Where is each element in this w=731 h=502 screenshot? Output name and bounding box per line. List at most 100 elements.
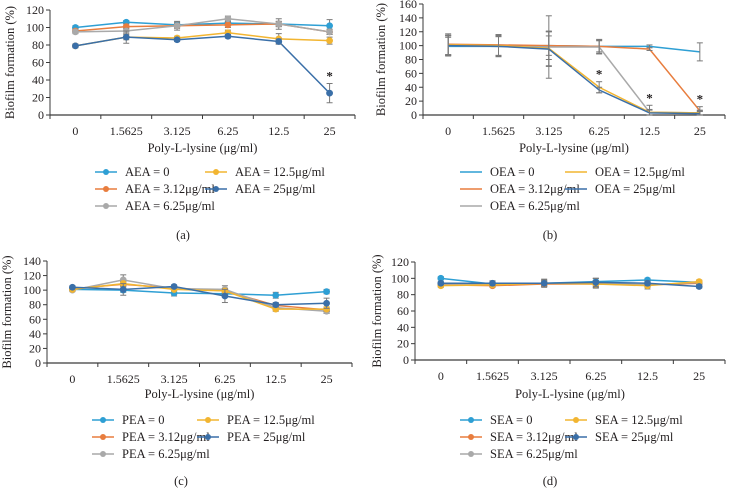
y-axis-title: Biofilm formation (%) <box>3 6 17 119</box>
y-tick-label: 160 <box>399 0 417 11</box>
y-tick-label: 80 <box>29 298 41 312</box>
x-tick-label: 6.25 <box>589 124 610 138</box>
legend: PEA = 0 PEA = 3.12μg/ml PEA = 6.25μg/ml PEA… <box>92 413 315 461</box>
y-tick-label: 120 <box>23 269 41 283</box>
x-tick-label: 3.125 <box>535 124 562 138</box>
legend-item: PEA = 0 <box>92 413 164 427</box>
series-4 <box>72 30 333 104</box>
legend-item: PEA = 12.5μg/ml <box>197 413 315 427</box>
data-point <box>489 279 496 287</box>
series-0 <box>69 286 330 299</box>
series-3 <box>445 30 703 116</box>
legend-item: AEA = 3.12μg/ml <box>95 182 215 196</box>
y-tick-label: 20 <box>405 94 417 108</box>
legend-label: SEA = 3.12μg/ml <box>490 430 578 444</box>
data-point <box>592 279 600 286</box>
y-tick-label: 120 <box>391 255 409 269</box>
legend-item: SEA = 3.12μg/ml <box>460 430 578 444</box>
legend-item: AEA = 0 <box>95 165 170 179</box>
x-axis-title: Poly-L-lysine (μg/ml) <box>515 387 625 401</box>
legend-item: SEA = 6.25μg/ml <box>460 447 578 461</box>
series-1 <box>445 31 703 116</box>
data-point <box>224 15 232 23</box>
series-line <box>75 21 330 29</box>
data-point <box>437 274 445 282</box>
x-tick-label: 1.5625 <box>476 369 509 383</box>
series-0 <box>445 35 703 62</box>
legend-swatch-marker <box>573 434 579 440</box>
x-axis-title: Poly-L-lysine (μg/ml) <box>148 141 258 155</box>
y-tick-label: 140 <box>23 254 41 268</box>
y-tick-label: 20 <box>397 337 409 351</box>
legend-label: AEA = 3.12μg/ml <box>125 182 215 196</box>
panel-caption: (c) <box>174 474 188 488</box>
x-tick-label: 12.5 <box>637 369 658 383</box>
data-point <box>326 37 333 45</box>
y-tick-label: 120 <box>399 25 417 39</box>
x-tick-label: 25 <box>693 369 705 383</box>
series-line <box>75 17 330 33</box>
series-2 <box>445 15 703 116</box>
legend-label: AEA = 12.5μg/ml <box>235 165 325 179</box>
x-tick-label: 0 <box>445 124 451 138</box>
legend-item: OEA = 6.25μg/ml <box>460 199 580 213</box>
data-point <box>323 299 330 307</box>
legend-item: AEA = 6.25μg/ml <box>95 199 215 213</box>
legend-label: PEA = 25μg/ml <box>227 430 306 444</box>
legend-swatch-marker <box>573 417 579 423</box>
x-tick-label: 0 <box>69 372 75 386</box>
legend-swatch-marker <box>103 169 109 175</box>
y-tick-label: 20 <box>32 91 44 105</box>
series-line <box>72 282 327 310</box>
y-tick-label: 0 <box>35 356 41 370</box>
data-point <box>272 301 280 309</box>
series-line <box>72 279 327 313</box>
data-point <box>326 89 333 97</box>
data-point <box>275 38 283 45</box>
y-tick-label: 60 <box>397 304 409 318</box>
y-tick-label: 120 <box>26 3 44 17</box>
x-tick-label: 25 <box>321 372 333 386</box>
data-point <box>170 283 178 290</box>
data-point <box>173 36 181 44</box>
y-tick-label: 100 <box>23 283 41 297</box>
legend-label: OEA = 25μg/ml <box>595 182 676 196</box>
y-tick-label: 60 <box>32 56 44 70</box>
legend-swatch-marker <box>100 434 106 440</box>
x-tick-label: 1.5625 <box>110 124 143 138</box>
legend: OEA = 0 OEA = 3.12μg/ml OEA = 6.25μg/ml OEA… <box>460 165 685 213</box>
series-line <box>72 288 327 296</box>
x-tick-label: 12.5 <box>639 124 660 138</box>
legend: AEA = 0 AEA = 3.12μg/ml AEA = 6.25μg/ml AEA… <box>95 165 325 213</box>
x-tick-label: 3.125 <box>161 372 188 386</box>
legend-swatch-marker <box>103 186 109 192</box>
x-tick-label: 25 <box>324 124 336 138</box>
data-point <box>122 33 130 41</box>
y-axis-title: Biofilm formation (%) <box>0 255 14 368</box>
y-tick-label: 140 <box>399 11 417 25</box>
data-point <box>72 42 79 50</box>
y-tick-label: 40 <box>32 73 44 87</box>
legend-swatch-marker <box>100 451 106 457</box>
legend-label: OEA = 0 <box>490 165 535 179</box>
legend-swatch-marker <box>468 451 474 457</box>
significance-star: * <box>646 90 653 105</box>
y-tick-label: 40 <box>405 80 417 94</box>
x-tick-label: 25 <box>694 124 706 138</box>
x-tick-label: 6.25 <box>217 124 238 138</box>
data-point <box>119 286 127 293</box>
legend: SEA = 0 SEA = 3.12μg/ml SEA = 6.25μg/ml SEA… <box>460 413 683 461</box>
y-axis-title: Biofilm formation (%) <box>370 254 384 367</box>
significance-star: * <box>697 92 704 107</box>
legend-swatch-marker <box>468 417 474 423</box>
data-point <box>173 22 181 30</box>
y-tick-label: 80 <box>405 53 417 67</box>
data-point <box>72 28 79 36</box>
significance-star: * <box>596 67 603 82</box>
data-point <box>272 291 280 299</box>
x-axis-title: Poly-L-lysine (μg/ml) <box>145 387 255 401</box>
series-line <box>448 43 701 112</box>
x-tick-label: 1.5625 <box>482 124 515 138</box>
